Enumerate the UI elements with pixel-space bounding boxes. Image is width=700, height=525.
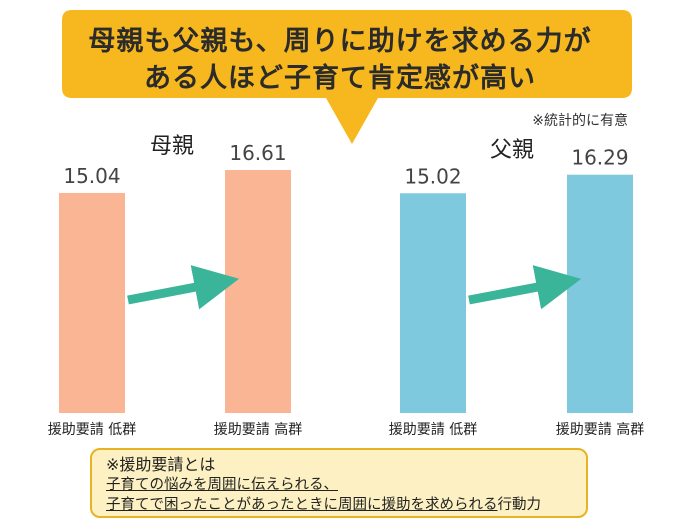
definition-line-1: 子育ての悩みを周囲に伝えられる、 bbox=[106, 477, 338, 493]
definition-line-2: 子育てで困ったことがあったときに周囲に援助を求められる行動力 bbox=[106, 495, 572, 515]
headline-line-2: ある人ほど子育て肯定感が高い bbox=[144, 63, 536, 94]
father-increase-arrow bbox=[468, 265, 582, 310]
mother-bar-low bbox=[59, 192, 125, 413]
father-bar-high bbox=[567, 174, 633, 413]
father-category-label-high: 援助要請 高群 bbox=[556, 421, 644, 438]
mother-value-label-low: 15.04 bbox=[63, 164, 120, 188]
title-callout-bubble bbox=[62, 10, 632, 144]
mother-bar-high bbox=[225, 170, 291, 413]
father-value-label-low: 15.02 bbox=[404, 164, 461, 188]
definition-box: ※援助要請とは 子育ての悩みを周囲に伝えられる、 子育てで困ったことがあったとき… bbox=[90, 448, 588, 518]
father-value-label-high: 16.29 bbox=[571, 146, 628, 170]
mother-value-label-high: 16.61 bbox=[229, 141, 286, 165]
mother-panel-title: 母親 bbox=[150, 134, 195, 159]
headline-line-1: 母親も父親も、周りに助けを求める力が bbox=[88, 26, 592, 57]
definition-line-2-rest: 行動力 bbox=[497, 497, 542, 513]
definition-title: ※援助要請とは bbox=[106, 455, 216, 474]
mother-increase-arrow bbox=[127, 265, 240, 310]
definition-line-2-underlined: 子育てで困ったことがあったときに周囲に援助を求められる bbox=[106, 497, 498, 513]
mother-category-label-low: 援助要請 低群 bbox=[48, 422, 136, 438]
father-panel-title: 父親 bbox=[490, 138, 535, 163]
father-bar-low bbox=[400, 193, 466, 413]
callout-shape bbox=[62, 10, 632, 144]
father-category-label-low: 援助要請 低群 bbox=[389, 422, 477, 438]
mother-category-label-high: 援助要請 高群 bbox=[214, 421, 302, 438]
significance-note: ※統計的に有意 bbox=[532, 113, 628, 129]
bar-charts: 15.04 援助要請 低群 16.61 援助要請 高群 15.02 援助要請 低群 16.2… bbox=[48, 141, 644, 438]
